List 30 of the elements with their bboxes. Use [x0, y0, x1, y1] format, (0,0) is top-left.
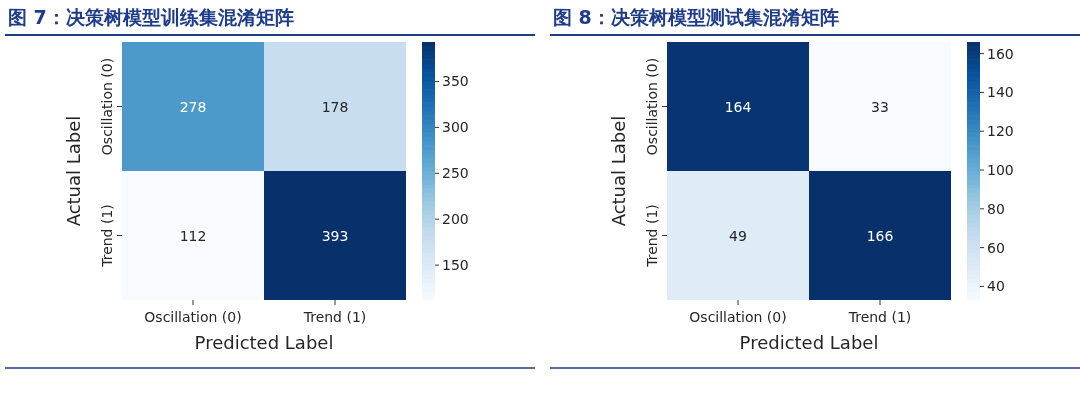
chart-title: 图 8：决策树模型测试集混淆矩阵 [553, 6, 839, 28]
color-bar-label: 100 [987, 162, 1014, 179]
data-label: 33 [871, 98, 889, 115]
data-label: 49 [729, 227, 747, 244]
data-label: 166 [866, 227, 894, 244]
chart-title: 图 7：决策树模型训练集混淆矩阵 [8, 6, 294, 28]
color-bar-label: 40 [987, 278, 1005, 295]
color-bar-label: 60 [987, 239, 1005, 256]
data-label: 393 [321, 227, 349, 244]
color-bar-label: 140 [987, 84, 1014, 101]
y-axis-title: Actual Label [608, 115, 629, 227]
x-tick-label: Oscillation (0) [689, 309, 787, 325]
x-tick-label: Trend (1) [847, 309, 912, 325]
x-axis-title: Predicted Label [739, 332, 879, 353]
color-bar-label: 120 [987, 123, 1014, 140]
color-bar-label: 250 [442, 165, 469, 182]
y-axis-title: Actual Label [63, 115, 84, 227]
x-tick-label: Oscillation (0) [144, 309, 242, 325]
data-label: 112 [179, 227, 207, 244]
data-label: 164 [724, 98, 752, 115]
color-bar-label: 200 [442, 211, 469, 228]
color-bar-label: 300 [442, 119, 469, 136]
data-label: 178 [321, 98, 349, 115]
color-bar-label: 150 [442, 257, 469, 274]
color-bar-label: 80 [987, 200, 1005, 217]
color-bar-label: 350 [442, 73, 469, 90]
data-label: 278 [179, 98, 207, 115]
x-tick-label: Trend (1) [302, 309, 367, 325]
color-bar-label: 160 [987, 45, 1014, 62]
x-axis-title: Predicted Label [194, 332, 334, 353]
